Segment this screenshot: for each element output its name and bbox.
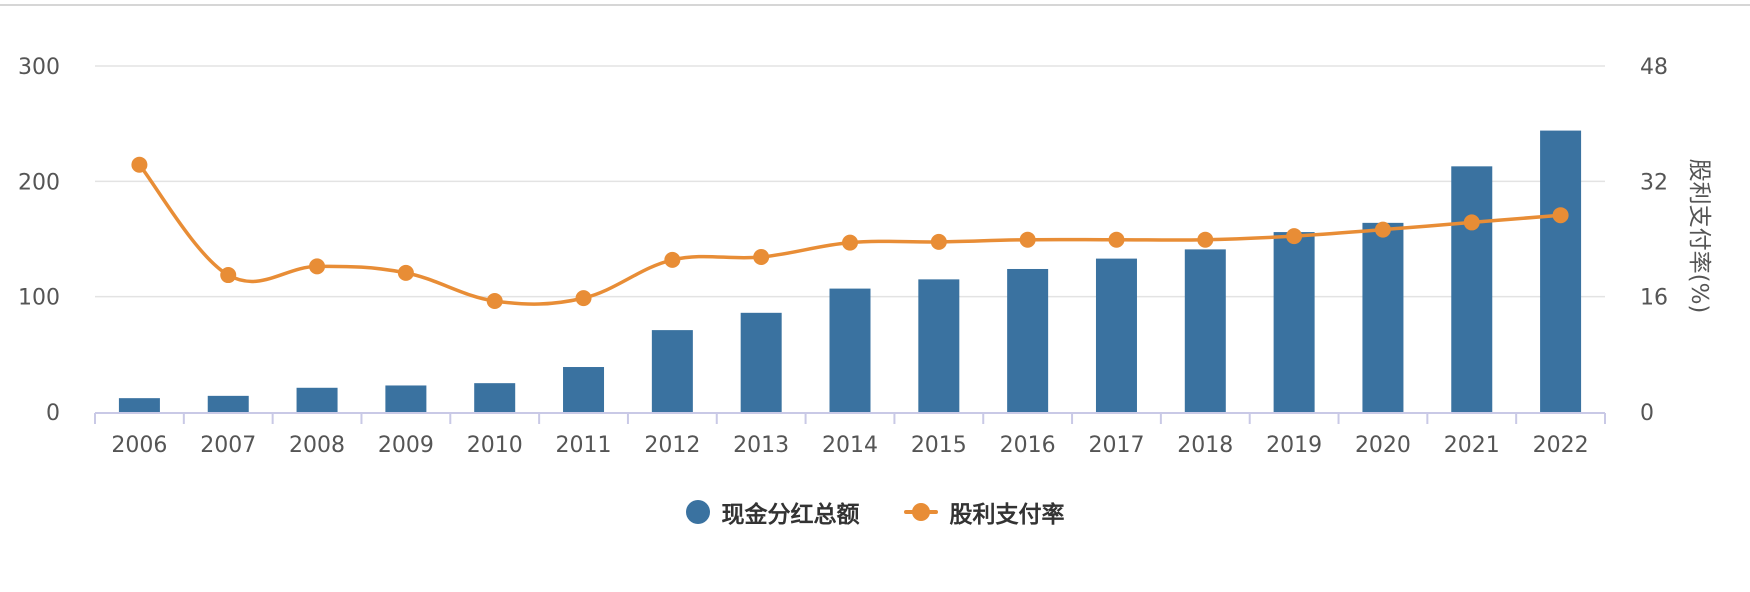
x-tick-label: 2009 (378, 433, 434, 458)
right-tick-label: 32 (1640, 170, 1668, 195)
line-point (1019, 231, 1036, 248)
top-divider (0, 4, 1750, 6)
line-point (1197, 231, 1214, 248)
line-point (486, 292, 503, 309)
line-point (309, 258, 326, 275)
line-point (753, 249, 770, 266)
x-tick-label: 2015 (911, 433, 967, 458)
x-tick-label: 2010 (467, 433, 523, 458)
left-axis-ticks: 0 100 200 300 (18, 55, 60, 426)
bar (207, 395, 249, 412)
legend-line-swatch (903, 500, 938, 524)
right-axis-ticks: 0 16 32 48 (1640, 55, 1668, 426)
bar (1451, 166, 1493, 412)
bar (740, 312, 782, 412)
line-point (1374, 221, 1391, 238)
legend-bar-swatch (685, 500, 710, 524)
bar (1007, 268, 1049, 412)
legend-item-bar[interactable]: 现金分红总额 (685, 495, 860, 529)
x-tick-label: 2019 (1266, 433, 1322, 458)
left-tick-label: 100 (18, 286, 60, 311)
bar (118, 398, 160, 412)
bar (296, 387, 338, 412)
legend-item-line[interactable]: 股利支付率 (903, 495, 1065, 529)
bar-series (118, 130, 1582, 412)
right-tick-label: 0 (1640, 401, 1654, 426)
x-tick-label: 2020 (1355, 433, 1411, 458)
left-tick-label: 300 (18, 55, 60, 80)
right-axis-title: 股利支付率(%) (1686, 159, 1712, 314)
line-point (930, 233, 947, 250)
bar (1184, 249, 1226, 412)
x-tick-label: 2013 (733, 433, 789, 458)
right-tick-label: 16 (1640, 286, 1668, 311)
bar (385, 385, 427, 412)
line-series (131, 156, 1569, 309)
line-point (220, 267, 237, 284)
legend-line-label: 股利支付率 (949, 502, 1065, 528)
left-tick-label: 0 (46, 401, 60, 426)
x-tick-label: 2011 (556, 433, 612, 458)
x-tick-label: 2007 (200, 433, 256, 458)
line-point (664, 251, 681, 268)
legend: 现金分红总额 股利支付率 (0, 490, 1750, 534)
line-point (575, 290, 592, 307)
bar (829, 288, 871, 412)
x-tick-label: 2022 (1533, 433, 1589, 458)
legend-bar-label: 现金分红总额 (721, 502, 860, 528)
right-tick-label: 48 (1640, 55, 1668, 80)
x-axis: 2006 2007 2008 2009 2010 2011 2012 2013 2014 2015… (94, 412, 1606, 458)
bar (651, 330, 693, 412)
bar (1362, 222, 1404, 412)
x-tick-label: 2018 (1177, 433, 1233, 458)
x-tick-label: 2008 (289, 433, 345, 458)
left-tick-label: 200 (18, 170, 60, 195)
x-tick-label: 2012 (644, 433, 700, 458)
x-tick-label: 2017 (1088, 433, 1144, 458)
bar (1273, 232, 1315, 412)
line-point (1286, 228, 1303, 245)
line-point (1108, 231, 1125, 248)
x-tick-label: 2016 (1000, 433, 1056, 458)
bar (563, 367, 605, 412)
bar (1540, 130, 1582, 412)
line-point (842, 234, 858, 251)
bar (474, 383, 516, 412)
line-point (397, 264, 414, 281)
series-line (138, 163, 1561, 306)
bar (918, 279, 960, 412)
x-tick-label: 2021 (1444, 433, 1500, 458)
line-point (1552, 207, 1569, 224)
x-tick-label: 2006 (111, 433, 167, 458)
line-point (131, 156, 148, 173)
x-tick-label: 2014 (822, 433, 878, 458)
line-point (1463, 214, 1480, 231)
bar (1095, 258, 1137, 412)
